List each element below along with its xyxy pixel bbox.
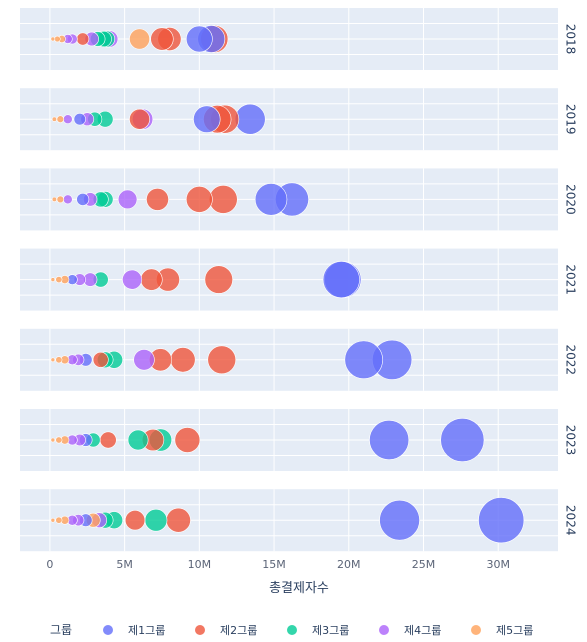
bubble-2022 bbox=[170, 347, 196, 373]
bubble-2021 bbox=[50, 277, 56, 282]
bubble-2023 bbox=[99, 431, 117, 449]
legend-marker bbox=[195, 625, 205, 635]
bubble-2020 bbox=[76, 192, 90, 206]
bubble-2019 bbox=[73, 113, 86, 126]
bubble-2022 bbox=[92, 351, 109, 368]
bubble-2021 bbox=[322, 261, 360, 299]
bubble-2024 bbox=[55, 516, 63, 524]
x-tick-label: 10M bbox=[188, 558, 212, 571]
facet-label-2021: 2021 bbox=[564, 264, 578, 295]
bubble-2020 bbox=[51, 196, 57, 202]
facet-label-2018: 2018 bbox=[564, 24, 578, 55]
bubble-2022 bbox=[207, 345, 237, 375]
bubble-2021 bbox=[140, 268, 163, 291]
facet-label-2024: 2024 bbox=[564, 505, 578, 536]
bubble-2023 bbox=[174, 427, 201, 453]
bubble-2018 bbox=[76, 32, 90, 46]
bubble-2024 bbox=[379, 499, 420, 541]
bubble-2019 bbox=[62, 114, 73, 125]
bubble-2024 bbox=[165, 507, 191, 533]
facet-label-2022: 2022 bbox=[564, 345, 578, 376]
bubble-2022 bbox=[133, 349, 155, 371]
facet-label-2023: 2023 bbox=[564, 425, 578, 456]
bubble-2018 bbox=[129, 28, 150, 50]
bubble-2020 bbox=[185, 186, 213, 213]
bubble-2018 bbox=[185, 25, 213, 53]
bubble-2022 bbox=[344, 340, 383, 380]
bubble-2020 bbox=[62, 194, 73, 205]
bubble-2018 bbox=[50, 36, 56, 42]
bubble-2024 bbox=[144, 508, 168, 532]
bubble-2024 bbox=[124, 510, 146, 531]
legend-item-label: 제2그룹 bbox=[220, 624, 257, 637]
x-tick-label: 25M bbox=[412, 558, 436, 571]
bubble-2023 bbox=[440, 417, 485, 463]
legend-item-label: 제5그룹 bbox=[496, 624, 533, 637]
x-tick-label: 30M bbox=[486, 558, 510, 571]
x-axis-title: 총결제자수 bbox=[269, 581, 329, 596]
bubble-2022 bbox=[50, 357, 56, 363]
facet-label-2019: 2019 bbox=[564, 104, 578, 135]
facet-2021 bbox=[20, 248, 558, 311]
legend-item-label: 제4그룹 bbox=[404, 624, 441, 637]
bubble-2018 bbox=[150, 27, 174, 51]
bubble-2019 bbox=[234, 103, 266, 135]
x-tick-label: 15M bbox=[262, 558, 286, 571]
bubble-2021 bbox=[204, 265, 233, 294]
legend-marker bbox=[379, 625, 389, 635]
bubble-2024 bbox=[478, 497, 525, 544]
bubble-2023 bbox=[50, 437, 56, 443]
bubble-2023 bbox=[55, 436, 63, 444]
bubble-2023 bbox=[127, 429, 149, 451]
bubble-2019 bbox=[56, 115, 65, 123]
legend-item-label: 제3그룹 bbox=[312, 624, 349, 637]
bubble-2018 bbox=[54, 35, 61, 43]
bubble-2020 bbox=[254, 183, 288, 216]
bubble-2023 bbox=[369, 420, 410, 460]
bubble-2020 bbox=[56, 195, 65, 204]
bubble-2019 bbox=[51, 116, 57, 122]
legend-marker bbox=[471, 625, 481, 635]
legend-marker bbox=[287, 625, 297, 635]
x-tick-label: 5M bbox=[116, 558, 133, 571]
bubble-2019 bbox=[193, 105, 221, 133]
bubble-2021 bbox=[55, 276, 63, 284]
x-tick-label: 20M bbox=[337, 558, 361, 571]
bubble-2019 bbox=[129, 108, 150, 130]
legend-title: 그룹 bbox=[50, 623, 72, 637]
bubble-2021 bbox=[122, 269, 143, 290]
legend-item-label: 제1그룹 bbox=[128, 624, 165, 637]
bubble-2020 bbox=[146, 188, 169, 211]
bubble-2024 bbox=[50, 517, 56, 523]
legend-marker bbox=[103, 625, 113, 635]
bubble-2020 bbox=[208, 185, 238, 214]
bubble-2020 bbox=[117, 189, 138, 210]
bubble-2022 bbox=[55, 356, 63, 364]
facet-label-2020: 2020 bbox=[564, 184, 578, 215]
x-tick-label: 0 bbox=[46, 558, 53, 571]
